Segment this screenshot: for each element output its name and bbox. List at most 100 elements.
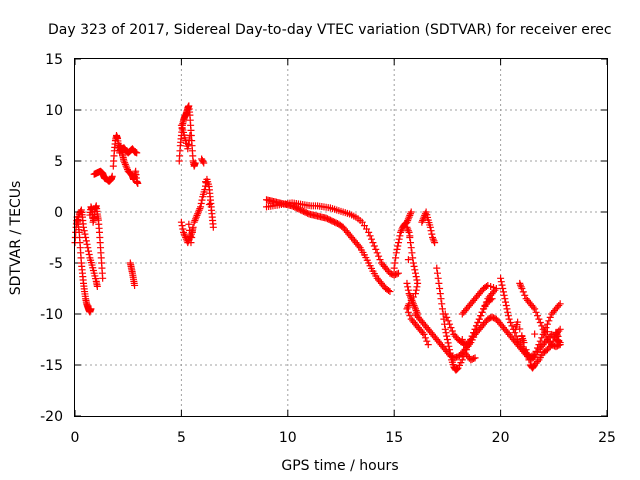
data-point (503, 305, 511, 313)
data-point (406, 234, 414, 241)
data-point (543, 320, 551, 328)
data-point (180, 230, 188, 238)
data-point (198, 196, 206, 204)
data-point (536, 319, 544, 326)
data-point (532, 347, 540, 355)
data-point (403, 305, 411, 313)
data-point (516, 281, 524, 289)
x-tick-label: 5 (177, 430, 186, 446)
data-point (441, 310, 449, 318)
data-point (368, 235, 376, 243)
data-point (80, 227, 88, 235)
data-point (406, 291, 414, 299)
data-point (538, 334, 546, 342)
data-point (444, 339, 452, 347)
data-point (529, 351, 537, 359)
data-point (441, 325, 449, 333)
data-point (446, 349, 454, 357)
series-seg-w (511, 318, 564, 372)
data-point (188, 234, 196, 241)
data-point (458, 356, 466, 364)
y-tick-label: 15 (45, 52, 63, 68)
data-point (518, 285, 526, 292)
data-point (533, 358, 541, 366)
data-point (409, 298, 417, 306)
data-point (470, 355, 478, 363)
data-point (414, 279, 422, 287)
data-point (429, 235, 437, 243)
data-point (131, 281, 139, 289)
data-point (531, 330, 539, 338)
data-point (407, 244, 415, 252)
data-point (542, 332, 550, 340)
data-point (190, 218, 198, 226)
data-point (108, 172, 116, 180)
data-point (370, 242, 378, 250)
data-point (501, 295, 509, 303)
series-seg-t (458, 336, 479, 364)
data-point (191, 159, 199, 167)
data-point (442, 329, 450, 337)
data-point (123, 164, 131, 172)
data-point (405, 228, 413, 236)
data-point (435, 279, 443, 287)
data-point (186, 132, 194, 139)
data-point (413, 283, 421, 291)
data-point (538, 322, 546, 330)
data-point (543, 328, 551, 336)
y-tick-label: 5 (54, 154, 63, 170)
data-point (522, 346, 530, 354)
data-point (480, 305, 488, 313)
data-point (458, 336, 466, 343)
data-point (184, 145, 192, 153)
data-point (394, 242, 402, 250)
data-point (404, 217, 412, 224)
data-point (121, 160, 129, 168)
data-point (504, 308, 512, 316)
data-point (412, 307, 420, 315)
data-point (406, 312, 414, 320)
data-point (472, 322, 480, 330)
data-point (428, 230, 436, 238)
data-point (420, 330, 428, 338)
data-point (546, 313, 554, 321)
data-point (192, 215, 200, 223)
data-point (447, 324, 455, 332)
series-seg-j (177, 218, 197, 247)
data-point (404, 227, 412, 235)
data-point (438, 300, 446, 308)
data-point (507, 319, 515, 326)
data-point (411, 269, 419, 277)
data-point (122, 162, 130, 170)
series-seg-l (263, 196, 394, 296)
data-point (474, 319, 482, 326)
data-point (446, 320, 454, 328)
data-point (458, 310, 466, 318)
data-point (396, 232, 404, 240)
y-tick-label: -20 (40, 409, 63, 425)
axis-ticks: 0 5 10 15 20 25 -20 -15 -10 -5 0 5 10 15 (40, 52, 616, 446)
series-seg-a (71, 213, 95, 316)
series-seg-c (86, 202, 107, 282)
data-point (185, 220, 193, 228)
data-point (443, 332, 451, 340)
chart-title: Day 323 of 2017, Sidereal Day-to-day VTE… (48, 22, 612, 38)
data-point (406, 211, 414, 219)
data-point (192, 213, 200, 221)
data-point (419, 215, 427, 223)
data-point (470, 329, 478, 337)
data-point (467, 336, 475, 343)
data-point (539, 325, 547, 333)
y-tick-label: -15 (40, 358, 63, 374)
data-point (419, 329, 427, 337)
data-point (433, 269, 441, 277)
data-point (453, 365, 461, 373)
data-point (404, 308, 412, 316)
data-point (177, 218, 185, 226)
y-axis-label: SDTVAR / TECUs (8, 181, 24, 296)
data-point (411, 266, 419, 274)
data-point (533, 312, 541, 320)
data-point (461, 346, 469, 354)
data-point (197, 200, 205, 207)
data-point (394, 239, 402, 247)
